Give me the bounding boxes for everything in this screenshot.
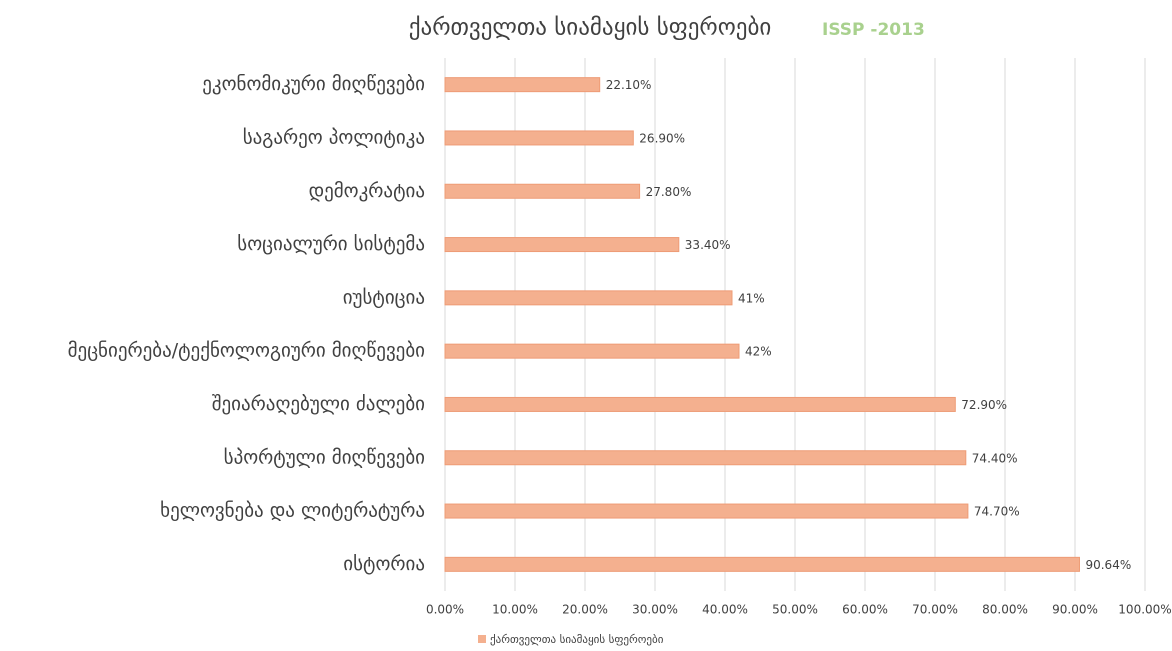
bar (444, 130, 634, 146)
bar (444, 503, 969, 519)
bar (444, 396, 956, 412)
bar (444, 183, 641, 199)
bar (444, 290, 733, 306)
y-tick-label: ხელოვნება და ლიტერატურა (160, 500, 425, 522)
data-label: 33.40% (685, 238, 731, 252)
x-tick-label: 60.00% (842, 603, 888, 617)
y-tick-label: მეცნიერება/ტექნოლოგიური მიღწევები (68, 340, 425, 362)
y-tick-label: ისტორია (343, 553, 425, 575)
legend-swatch (478, 635, 486, 643)
x-tick-label: 100.00% (1118, 603, 1171, 617)
data-label: 27.80% (646, 185, 692, 199)
chart-subtitle: ISSP -2013 (822, 20, 925, 40)
bar (444, 237, 680, 253)
y-tick-label: საგარეო პოლიტიკა (243, 126, 425, 148)
x-tick-label: 30.00% (632, 603, 678, 617)
x-tick-label: 10.00% (492, 603, 538, 617)
bar (444, 77, 601, 93)
legend-label: ქართველთა სიამაყის სფეროები (490, 633, 664, 646)
data-label: 90.64% (1085, 558, 1131, 572)
data-label: 74.70% (974, 505, 1020, 519)
y-tick-label: ეკონომიკური მიღწევები (202, 73, 425, 95)
x-tick-label: 80.00% (982, 603, 1028, 617)
y-tick-label: სპორტული მიღწევები (224, 446, 425, 468)
x-tick-label: 90.00% (1052, 603, 1098, 617)
x-tick-label: 40.00% (702, 603, 748, 617)
data-label: 22.10% (606, 78, 652, 92)
bar (444, 343, 740, 359)
x-tick-label: 0.00% (426, 603, 464, 617)
y-tick-label: შეიარაღებული ძალები (212, 393, 425, 415)
data-label: 74.40% (972, 451, 1018, 465)
data-label: 26.90% (639, 131, 685, 145)
bar (444, 450, 967, 466)
x-tick-label: 50.00% (772, 603, 818, 617)
x-tick-label: 70.00% (912, 603, 958, 617)
y-tick-label: დემოკრატია (309, 180, 425, 202)
chart-title: ქართველთა სიამაყის სფეროები (409, 15, 772, 41)
data-label: 41% (738, 291, 765, 305)
bar (444, 556, 1080, 572)
y-tick-label: იუსტიცია (343, 286, 425, 308)
y-tick-label: სოციალური სისტემა (237, 233, 425, 255)
data-label: 72.90% (961, 398, 1007, 412)
x-tick-label: 20.00% (562, 603, 608, 617)
data-label: 42% (745, 345, 772, 359)
